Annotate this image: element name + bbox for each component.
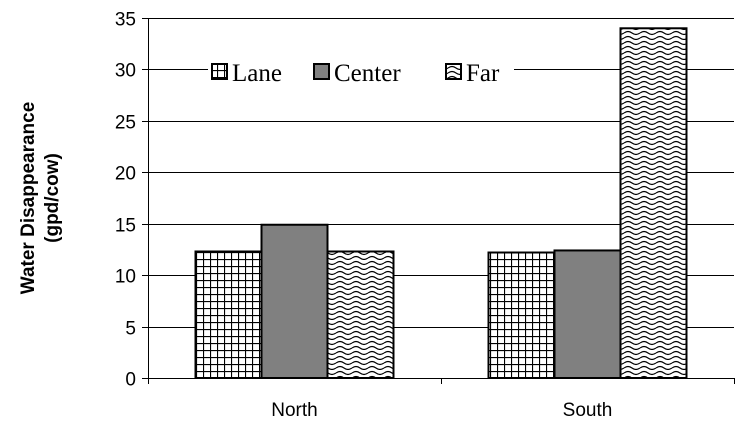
y-tick-label: 25 (115, 113, 136, 134)
y-tick-label: 0 (125, 370, 136, 391)
y-axis-title-line: (gpd/cow) (42, 153, 63, 243)
x-category-label: South (563, 400, 613, 421)
y-tick-label: 15 (115, 216, 136, 237)
legend-swatch-far (445, 63, 462, 80)
y-tick-label: 20 (115, 164, 136, 185)
y-tick-label: 5 (125, 319, 136, 340)
legend-label-lane: Lane (232, 60, 282, 87)
legend-box (208, 54, 514, 90)
bar-center-south (553, 249, 622, 379)
bar-far-south (619, 27, 688, 380)
y-axis-title-line: Water Disappearance (18, 102, 39, 295)
bar-lane-south (487, 251, 556, 379)
y-tick-label: 30 (115, 61, 136, 82)
legend-label-far: Far (466, 60, 500, 87)
axes (142, 18, 735, 384)
bars (194, 27, 688, 380)
y-tick-labels: 0 5 10 15 20 25 30 35 (115, 10, 136, 391)
legend: Lane Center Far (208, 54, 514, 90)
legend-label-center: Center (334, 60, 401, 87)
bar-far-north (326, 250, 395, 379)
legend-swatch-lane (211, 63, 228, 80)
y-tick-label: 10 (115, 267, 136, 288)
y-axis-title: Water Disappearance (gpd/cow) (18, 102, 63, 295)
y-tick-label: 35 (115, 10, 136, 31)
bar-lane-north (194, 250, 263, 379)
x-category-labels: North South (271, 400, 612, 421)
bar-center-north (260, 223, 329, 379)
x-category-label: North (271, 400, 317, 421)
legend-swatch-center (313, 63, 330, 80)
